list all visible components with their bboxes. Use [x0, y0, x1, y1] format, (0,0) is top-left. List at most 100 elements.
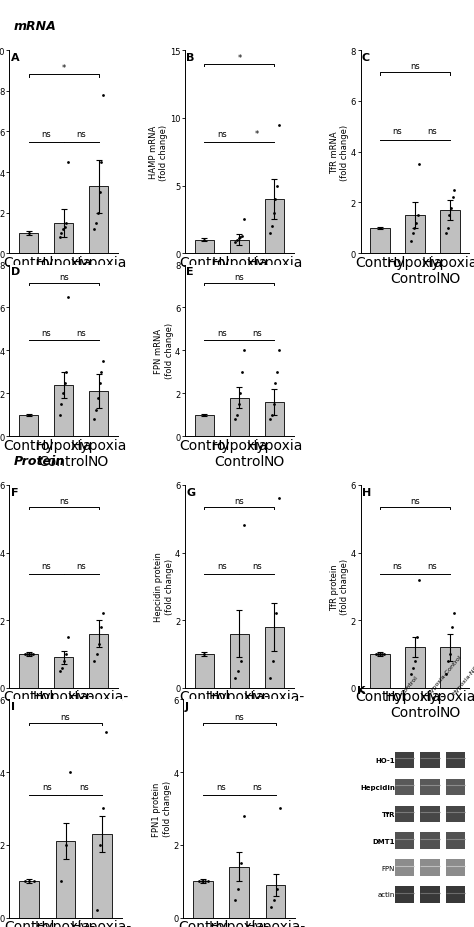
Text: *: *: [255, 130, 259, 138]
Bar: [230, 240, 249, 254]
Text: D: D: [10, 267, 20, 277]
Bar: [195, 654, 214, 688]
Text: ns: ns: [76, 130, 86, 138]
Y-axis label: TfR mRNA
(fold change): TfR mRNA (fold change): [330, 124, 349, 181]
Bar: [19, 882, 39, 918]
Bar: [447, 886, 465, 903]
Bar: [229, 867, 249, 918]
Text: A: A: [10, 53, 19, 63]
Bar: [447, 832, 465, 849]
Text: ns: ns: [217, 562, 227, 570]
Text: ns: ns: [43, 782, 52, 791]
Bar: [89, 634, 108, 688]
Text: DMT1: DMT1: [373, 838, 395, 844]
Bar: [19, 415, 38, 437]
Bar: [54, 386, 73, 437]
Text: ns: ns: [217, 130, 227, 138]
Bar: [420, 886, 439, 903]
Text: Hypoxia-NO: Hypoxia-NO: [452, 663, 474, 695]
Text: mRNA: mRNA: [14, 20, 57, 33]
Text: ns: ns: [79, 782, 89, 791]
Text: *: *: [237, 54, 241, 63]
Text: ns: ns: [235, 712, 244, 721]
Bar: [420, 859, 439, 876]
Bar: [440, 210, 460, 254]
Text: ns: ns: [217, 328, 227, 337]
Bar: [420, 779, 439, 794]
Text: TfR: TfR: [382, 811, 395, 817]
Bar: [420, 832, 439, 849]
Bar: [195, 240, 214, 254]
Y-axis label: Hepcidin protein
(fold change): Hepcidin protein (fold change): [154, 552, 173, 622]
Text: B: B: [186, 53, 194, 63]
Text: ns: ns: [410, 496, 420, 505]
Text: C: C: [362, 53, 370, 63]
Text: H: H: [362, 488, 371, 498]
Bar: [55, 842, 75, 918]
Bar: [19, 234, 38, 254]
Text: Control: Control: [401, 674, 419, 695]
Bar: [420, 752, 439, 768]
Text: ns: ns: [252, 562, 262, 570]
Text: ns: ns: [428, 127, 438, 136]
Text: ns: ns: [59, 273, 69, 282]
Bar: [447, 859, 465, 876]
Text: ns: ns: [392, 562, 402, 570]
Text: Protein: Protein: [14, 454, 65, 467]
Text: Hypoxia-Control: Hypoxia-Control: [426, 654, 463, 695]
Text: ns: ns: [428, 562, 438, 570]
Bar: [395, 752, 414, 768]
Bar: [395, 806, 414, 822]
Text: ns: ns: [41, 328, 51, 337]
Text: F: F: [10, 488, 18, 498]
Text: G: G: [186, 488, 195, 498]
Bar: [265, 402, 284, 437]
Y-axis label: TfR protein
(fold change): TfR protein (fold change): [330, 559, 349, 615]
Text: K: K: [357, 685, 365, 695]
Text: ns: ns: [252, 328, 262, 337]
Text: ns: ns: [217, 782, 226, 791]
Text: HO-1: HO-1: [375, 756, 395, 763]
Bar: [405, 216, 425, 254]
Bar: [371, 654, 390, 688]
Bar: [405, 648, 425, 688]
Bar: [230, 399, 249, 437]
Bar: [195, 415, 214, 437]
Text: FPN: FPN: [382, 865, 395, 870]
Bar: [440, 648, 460, 688]
Bar: [420, 806, 439, 822]
Text: Hepcidin: Hepcidin: [360, 784, 395, 790]
Y-axis label: FPN mRNA
(fold change): FPN mRNA (fold change): [154, 323, 173, 379]
Text: E: E: [186, 267, 194, 277]
Bar: [265, 885, 285, 918]
Text: ns: ns: [410, 62, 420, 71]
Text: ns: ns: [41, 130, 51, 138]
Bar: [89, 187, 108, 254]
Bar: [265, 200, 284, 254]
Text: ns: ns: [253, 782, 262, 791]
Y-axis label: HAMP mRNA
(fold change): HAMP mRNA (fold change): [149, 124, 168, 181]
Text: ns: ns: [235, 496, 244, 505]
Text: ns: ns: [76, 328, 86, 337]
Bar: [447, 779, 465, 794]
Text: ns: ns: [392, 127, 402, 136]
Text: ns: ns: [41, 562, 51, 570]
Bar: [265, 628, 284, 688]
Bar: [371, 229, 390, 254]
Text: J: J: [184, 702, 188, 712]
Bar: [395, 886, 414, 903]
Text: I: I: [10, 702, 15, 712]
Bar: [19, 654, 38, 688]
Text: actin: actin: [378, 892, 395, 897]
Bar: [54, 657, 73, 688]
Text: ns: ns: [76, 562, 86, 570]
Text: ns: ns: [235, 273, 244, 282]
Text: ns: ns: [59, 496, 69, 505]
Bar: [89, 392, 108, 437]
Bar: [193, 882, 213, 918]
Bar: [54, 223, 73, 254]
Bar: [447, 752, 465, 768]
Y-axis label: FPN1 protein
(fold change): FPN1 protein (fold change): [152, 781, 172, 836]
Text: *: *: [62, 64, 66, 73]
Bar: [230, 634, 249, 688]
